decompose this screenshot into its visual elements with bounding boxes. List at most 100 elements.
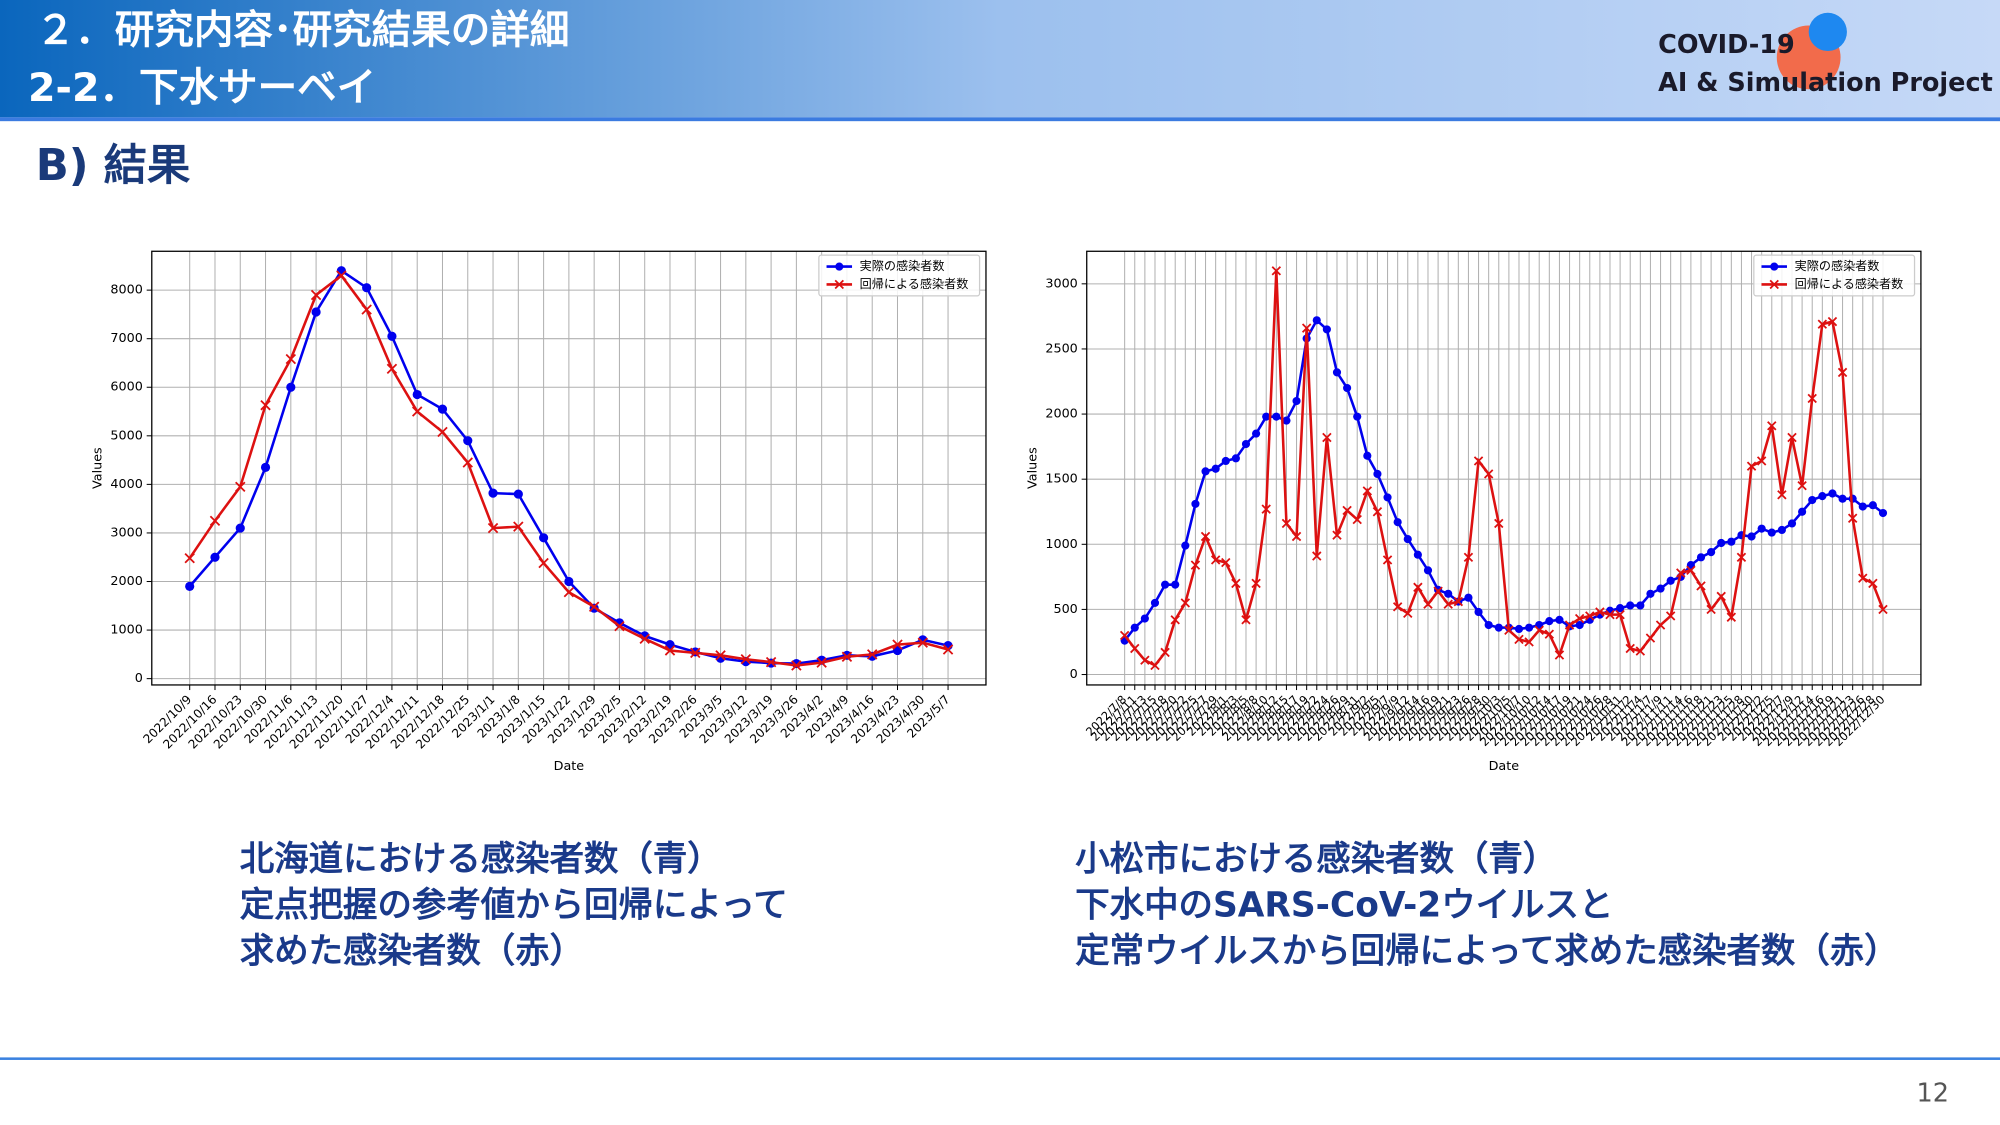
point (1403, 535, 1412, 544)
point (1403, 608, 1413, 619)
legend-box (1753, 254, 1916, 297)
point (1221, 456, 1230, 466)
point (1464, 593, 1473, 602)
point (1130, 643, 1140, 654)
point (1605, 609, 1615, 620)
point (1494, 518, 1504, 529)
point (311, 307, 321, 317)
point (1717, 538, 1726, 548)
point (841, 651, 853, 663)
point (1564, 620, 1575, 630)
legend-box (818, 254, 981, 297)
y-tick-label: 5000 (110, 428, 142, 443)
logo-line: AI & Simulation Project (1658, 68, 1993, 98)
plot-frame (151, 250, 987, 686)
point (564, 576, 574, 587)
point (1231, 454, 1240, 463)
point (1373, 469, 1382, 479)
legend-label: 実際の感染者数 (1795, 258, 1880, 273)
point (1646, 589, 1655, 598)
point (1706, 604, 1716, 615)
point (1453, 596, 1464, 607)
point (1504, 625, 1514, 635)
point (1545, 617, 1554, 626)
point (1817, 319, 1828, 329)
point (1645, 633, 1656, 643)
point (1656, 584, 1665, 593)
point (210, 552, 220, 562)
point (1555, 615, 1564, 624)
point (1372, 507, 1383, 517)
point (1241, 439, 1251, 449)
point (1140, 655, 1150, 665)
point (1332, 530, 1342, 540)
point (1160, 647, 1170, 658)
caption: 北海道における感染者数（青） (240, 839, 722, 879)
point (260, 462, 271, 472)
point (1838, 494, 1847, 503)
point (513, 489, 523, 499)
point (1767, 528, 1776, 537)
point (513, 521, 524, 532)
point (1352, 514, 1362, 525)
caption: 求めた感染者数（赤） (240, 931, 584, 971)
point (1383, 493, 1392, 502)
point (1615, 609, 1625, 620)
y-tick-label: 2500 (1045, 341, 1077, 356)
point (1171, 580, 1180, 589)
point (917, 637, 928, 648)
point (1343, 383, 1352, 393)
point (1837, 367, 1848, 378)
point (487, 522, 499, 534)
point (1292, 396, 1301, 406)
point (1858, 502, 1867, 511)
point (462, 457, 473, 468)
point (1362, 486, 1373, 496)
point (1828, 489, 1837, 498)
y-tick-label: 1500 (1045, 472, 1077, 487)
point (1423, 599, 1433, 609)
point (1140, 614, 1149, 623)
point (1878, 508, 1888, 518)
point (1574, 613, 1585, 624)
point (1625, 643, 1635, 654)
point (235, 523, 245, 533)
point (1524, 637, 1534, 647)
point (1291, 531, 1302, 542)
point (1200, 531, 1211, 542)
point (1312, 551, 1322, 561)
point (765, 656, 777, 668)
point (1807, 393, 1817, 404)
point (1382, 555, 1393, 565)
point (1818, 492, 1827, 501)
point (1797, 480, 1807, 491)
point (1231, 578, 1241, 589)
point (1170, 615, 1180, 625)
section-title: B) 結果 (36, 141, 191, 191)
y-tick-label: 4000 (110, 477, 142, 492)
point (1180, 598, 1191, 608)
header-rule (0, 117, 2000, 122)
point (1575, 620, 1584, 630)
caption: 下水中のSARS-CoV-2ウイルスと (1075, 885, 1613, 925)
point (209, 515, 221, 527)
y-tick-label: 3000 (110, 525, 142, 540)
point (1413, 550, 1422, 559)
point (1868, 501, 1877, 510)
point (1392, 602, 1403, 612)
point (1736, 552, 1747, 563)
point (1727, 537, 1736, 546)
point (1443, 599, 1453, 609)
point (1514, 624, 1524, 634)
x-axis-label: Date (1489, 759, 1520, 774)
point (336, 270, 347, 281)
point (1444, 589, 1453, 598)
point (1747, 532, 1756, 541)
point (1474, 607, 1483, 617)
y-tick-label: 500 (1053, 602, 1077, 617)
chart: 2022/10/92022/10/162022/10/232022/10/302… (91, 250, 987, 774)
point (1696, 581, 1706, 591)
point (1726, 612, 1737, 622)
point (1665, 611, 1676, 621)
point (286, 382, 296, 392)
